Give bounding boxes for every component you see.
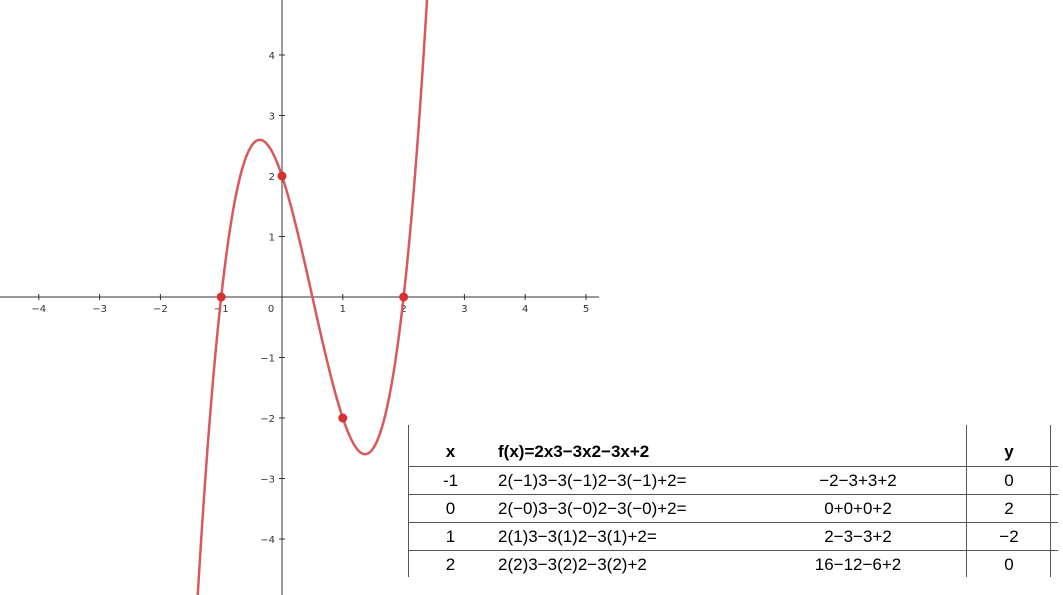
- data-point: [216, 292, 226, 302]
- y-tick-label: 4: [269, 51, 275, 62]
- x-tick-label: 1: [340, 304, 346, 315]
- cell-simplified: 2−3−3+2: [824, 527, 892, 546]
- tick-labels: −4 −3 −2 −1 0 1 2 3 4 5 4 3 2 1 −1 −2 −3 −4: [31, 51, 589, 546]
- value-table: x f(x)=2x3−3x2−3x+2 y -1 2(−1)3−3(−1)2−3…: [408, 438, 1058, 578]
- cell-simplified: 16−12−6+2: [814, 555, 902, 574]
- header-y: y: [1004, 442, 1014, 461]
- cell-substitution: 2(−0)3−3(−0)2−3(−0)+2=: [498, 499, 687, 518]
- y-tick-label: −2: [260, 414, 275, 425]
- table-divider: [408, 425, 409, 577]
- table-divider: [966, 425, 967, 577]
- y-tick-label: −1: [260, 354, 275, 365]
- cell-substitution: 2(−1)3−3(−1)2−3(−1)+2=: [498, 471, 687, 490]
- x-tick-label: 0: [268, 304, 274, 315]
- header-function: f(x)=2x3−3x2−3x+2: [498, 442, 650, 461]
- header-x: x: [445, 442, 456, 461]
- x-tick-label: 5: [583, 304, 589, 315]
- cell-simplified: −2−3+3+2: [819, 471, 897, 490]
- cell-simplified: 0+0+0+2: [824, 499, 892, 518]
- cell-substitution: 2(1)3−3(1)2−3(1)+2=: [498, 527, 657, 546]
- data-point: [338, 413, 348, 423]
- cell-x: 1: [445, 527, 456, 546]
- cell-x: 0: [445, 499, 456, 518]
- cell-y: 2: [1004, 499, 1014, 518]
- cell-y: 0: [1004, 555, 1014, 574]
- x-tick-label: −1: [214, 304, 229, 315]
- cell-y: −2: [999, 527, 1019, 546]
- x-tick-label: 4: [522, 304, 528, 315]
- x-tick-label: 2: [400, 304, 406, 315]
- cell-x: 2: [445, 555, 456, 574]
- x-tick-label: −2: [153, 304, 168, 315]
- cell-y: 0: [1004, 471, 1014, 490]
- data-point: [399, 292, 409, 302]
- y-tick-label: −3: [260, 475, 275, 486]
- y-tick-label: 1: [269, 233, 275, 244]
- table-row: -1 2(−1)3−3(−1)2−3(−1)+2= −2−3+3+2 0: [408, 467, 1058, 495]
- cell-x: -1: [442, 471, 459, 490]
- cell-substitution: 2(2)3−3(2)2−3(2)+2: [498, 555, 647, 574]
- data-point: [277, 171, 287, 181]
- x-tick-label: 3: [461, 304, 467, 315]
- table-row: 0 2(−0)3−3(−0)2−3(−0)+2= 0+0+0+2 2: [408, 495, 1058, 523]
- data-points: [216, 171, 409, 423]
- y-tick-label: −4: [260, 535, 275, 546]
- table-row: 2 2(2)3−3(2)2−3(2)+2 16−12−6+2 0: [408, 551, 1058, 578]
- x-tick-label: −4: [31, 304, 46, 315]
- function-curve: [196, 0, 429, 595]
- table-divider: [1050, 425, 1051, 577]
- y-tick-label: 3: [269, 112, 275, 123]
- y-tick-label: 2: [269, 172, 275, 183]
- x-tick-label: −3: [92, 304, 107, 315]
- table-header-row: x f(x)=2x3−3x2−3x+2 y: [408, 438, 1058, 467]
- table-row: 1 2(1)3−3(1)2−3(1)+2= 2−3−3+2 −2: [408, 523, 1058, 551]
